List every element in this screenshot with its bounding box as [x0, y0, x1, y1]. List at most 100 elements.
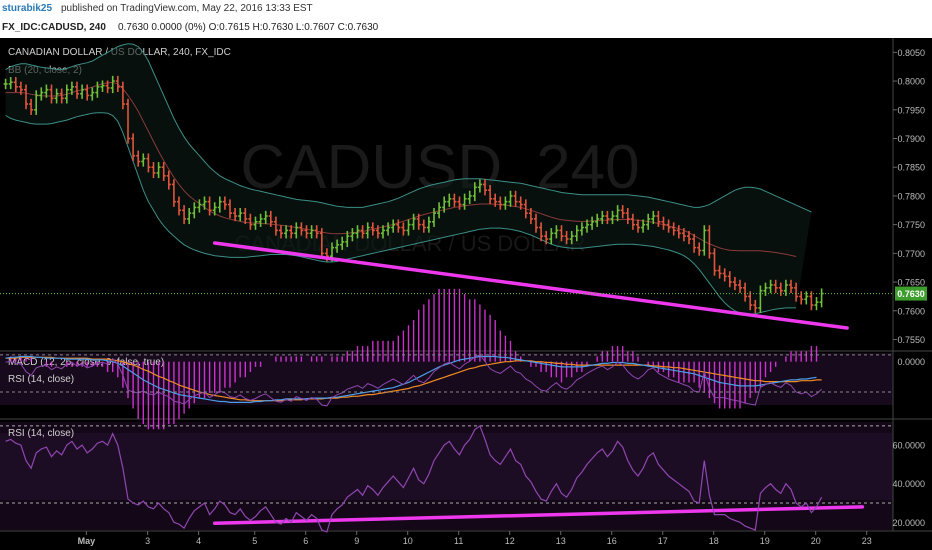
ohlc-bar: [426, 216, 431, 233]
publish-info: published on TradingView.com, May 22, 20…: [61, 3, 313, 14]
ohlc-bar: [136, 150, 141, 167]
time-tick-label: 19: [760, 536, 770, 546]
ohlc-bar: [64, 84, 69, 104]
ohlc-bar: [238, 207, 243, 222]
ohlc-bar: [518, 196, 523, 210]
ohlc-bar: [309, 225, 314, 239]
ohlc-bar: [284, 225, 289, 239]
ohlc-bar: [49, 84, 54, 104]
time-tick-label: 3: [145, 536, 150, 546]
time-tick-label: 20: [811, 536, 821, 546]
ohlc-bar: [171, 179, 176, 207]
ohlc-bar: [462, 193, 467, 210]
rsi-band-fill: [0, 433, 893, 500]
ohlc-bar: [207, 196, 212, 216]
ohlc-bar: [299, 222, 304, 236]
bb-fill: [5, 43, 812, 315]
ohlc-bar: [90, 87, 95, 101]
ohlc-bar: [151, 162, 156, 179]
rsi-line: [5, 424, 823, 533]
ohlc-bar: [187, 207, 192, 225]
ohlc-bar: [528, 207, 533, 225]
ohlc-bar: [503, 196, 508, 210]
ohlc-bar: [243, 207, 248, 225]
ohlc-bar: [676, 225, 681, 239]
ohlc-bar: [202, 196, 207, 210]
ohlc-bar: [753, 299, 758, 314]
price-tick-label: 0.7950: [897, 105, 925, 115]
ohlc-bar: [161, 162, 166, 182]
ohlc-bar: [804, 291, 809, 305]
ohlc-bar: [131, 133, 136, 161]
ohlc-bar: [279, 225, 283, 239]
trendlines[interactable]: [212, 241, 865, 525]
ohlc-bar: [743, 282, 748, 302]
ohlc-bar: [105, 80, 110, 94]
rsi-indicator-label[interactable]: RSI (14, close): [8, 428, 74, 439]
ohlc-bar: [569, 230, 574, 245]
ohlc-bar: [620, 205, 625, 219]
time-tick-label: 4: [196, 536, 201, 546]
ohlc-bar: [544, 230, 549, 245]
ohlc-bar: [212, 202, 217, 216]
price-tick-label: 0.7750: [897, 220, 925, 230]
ohlc-bar: [702, 225, 707, 256]
ohlc-bar: [539, 222, 544, 242]
time-tick-label: 13: [556, 536, 566, 546]
ohlc-bar: [477, 179, 482, 193]
ohlc-bar: [600, 210, 605, 225]
ohlc-bar: [513, 190, 518, 207]
price-tick-label: 0.7700: [897, 249, 925, 259]
ohlc-bar: [610, 210, 615, 225]
ohlc-bar: [630, 213, 635, 230]
ohlc-bar: [39, 87, 44, 101]
ohlc-bar: [319, 228, 324, 259]
ohlc-bar: [692, 233, 697, 253]
ohlc-bar: [554, 225, 559, 239]
ohlc-bar: [681, 228, 686, 242]
publish-bar: sturabik25 published on TradingView.com,…: [0, 0, 932, 18]
time-tick-label: 23: [862, 536, 872, 546]
ohlc-bar: [483, 179, 487, 196]
ohlc-bar: [549, 228, 554, 245]
ohlc-bar: [748, 291, 753, 311]
ohlc-bar: [671, 222, 676, 236]
bb-upper-line: [5, 43, 812, 213]
ohlc-bar: [80, 84, 85, 99]
time-tick-label: 16: [607, 536, 617, 546]
ohlc-bar: [758, 285, 763, 314]
price-tick-label: 0.8000: [897, 77, 925, 87]
ohlc-bar: [783, 279, 788, 296]
price-tick-label: 0.7550: [897, 335, 925, 345]
ohlc-bar: [141, 153, 146, 167]
rsi-tick-label: 60.0000: [892, 441, 925, 451]
price-tick-label: 0.7850: [897, 163, 925, 173]
ohlc-bar: [355, 225, 360, 239]
ohlc-bar: [365, 222, 370, 239]
ohlc-bar: [768, 279, 773, 293]
ohlc-bar: [44, 84, 49, 98]
price-tick-label: 0.8050: [897, 48, 925, 58]
ohlc-bar: [687, 230, 691, 245]
ohlc-bar: [498, 196, 503, 210]
ohlc-bar: [217, 196, 222, 213]
ohlc-bar: [467, 190, 472, 204]
author-link[interactable]: sturabik25: [2, 3, 53, 14]
rsi-plot: [0, 424, 893, 533]
ohlc-bar: [442, 196, 447, 213]
macd-plot: [0, 288, 893, 430]
ohlc-bar: [335, 239, 340, 253]
ohlc-bar: [794, 282, 799, 302]
ohlc-bar: [457, 196, 462, 210]
rsi-overlay-label[interactable]: RSI (14, close): [8, 374, 74, 385]
ohlc-bar: [605, 210, 610, 225]
ohlc-bar: [666, 219, 671, 233]
rsi-trendline: [212, 505, 865, 525]
ohlc-bar: [192, 202, 197, 219]
ohlc-bar: [370, 222, 375, 236]
ohlc-bar: [18, 81, 23, 95]
macd-indicator-label[interactable]: MACD (12, 26, close, 9, false, true): [8, 357, 164, 368]
ohlc-bar: [197, 199, 202, 213]
ohlc-bar: [34, 90, 39, 115]
